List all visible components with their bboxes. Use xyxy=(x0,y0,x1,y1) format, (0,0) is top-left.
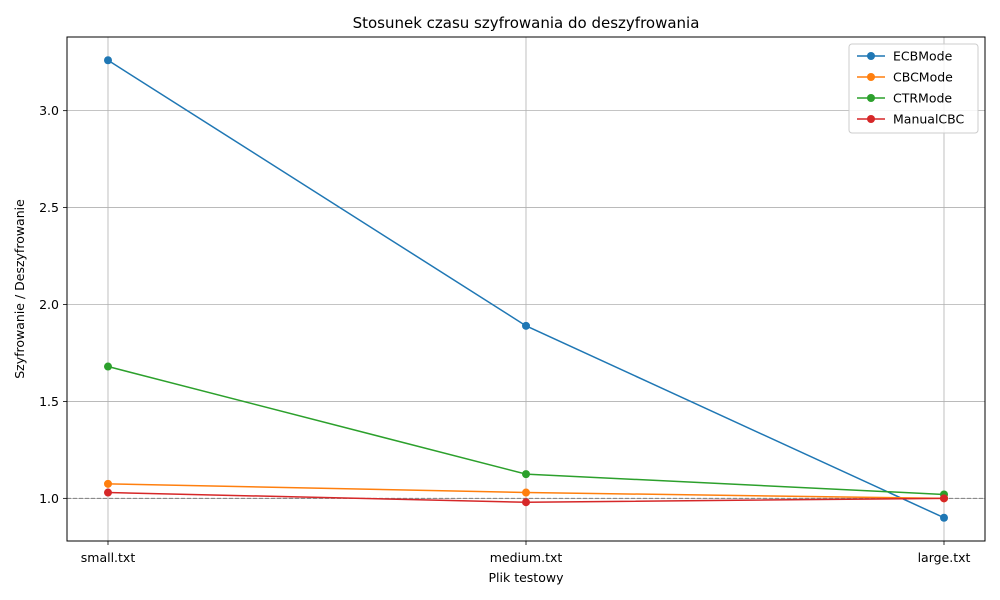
legend-marker xyxy=(867,94,875,102)
data-point-CTRMode xyxy=(522,470,530,479)
legend-marker xyxy=(867,52,875,60)
y-axis-label: Szyfrowanie / Deszyfrowanie xyxy=(12,199,27,379)
y-tick-label: 2.5 xyxy=(39,200,59,215)
y-tick-label: 1.5 xyxy=(39,394,59,409)
legend-label: ECBMode xyxy=(893,49,953,64)
data-point-ECBMode xyxy=(522,321,530,330)
x-axis: small.txt medium.txt large.txt xyxy=(81,541,971,565)
legend-item-ECBMode: ECBMode xyxy=(857,49,953,64)
data-point-CTRMode xyxy=(104,362,112,371)
chart-title: Stosunek czasu szyfrowania do deszyfrowa… xyxy=(353,14,700,32)
y-axis: 1.0 1.5 2.0 2.5 3.0 xyxy=(39,103,67,506)
x-axis-label: Plik testowy xyxy=(489,570,565,585)
y-tick-label: 1.0 xyxy=(39,491,59,506)
series-ManualCBC xyxy=(104,488,948,507)
legend-label: ManualCBC xyxy=(893,112,965,127)
data-point-ManualCBC xyxy=(104,488,112,497)
y-tick-label: 3.0 xyxy=(39,103,59,118)
x-tick-label: large.txt xyxy=(918,550,971,565)
data-point-ManualCBC xyxy=(940,494,948,503)
legend-box xyxy=(848,43,979,134)
legend-item-CBCMode: CBCMode xyxy=(857,70,953,85)
legend-marker xyxy=(867,115,875,123)
legend-marker xyxy=(867,73,875,81)
legend: ECBMode CBCMode CTRMode ManualCBC xyxy=(848,43,979,134)
legend-label: CBCMode xyxy=(893,70,953,85)
y-tick-label: 2.0 xyxy=(39,297,59,312)
series-layer xyxy=(104,56,948,522)
data-point-ECBMode xyxy=(940,513,948,522)
legend-item-ManualCBC: ManualCBC xyxy=(857,112,965,127)
data-point-ManualCBC xyxy=(522,498,530,507)
data-point-CBCMode xyxy=(104,479,112,488)
legend-item-CTRMode: CTRMode xyxy=(857,91,952,106)
legend-label: CTRMode xyxy=(893,91,952,106)
data-point-ECBMode xyxy=(104,56,112,65)
x-tick-label: small.txt xyxy=(81,550,136,565)
series-ECBMode xyxy=(104,56,948,522)
data-point-CBCMode xyxy=(522,488,530,497)
x-tick-label: medium.txt xyxy=(490,550,563,565)
